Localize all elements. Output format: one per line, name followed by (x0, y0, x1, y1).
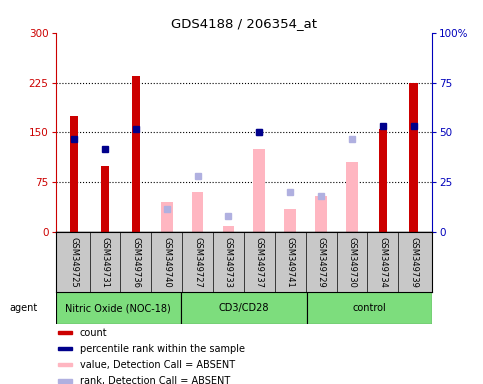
Text: Nitric Oxide (NOC-18): Nitric Oxide (NOC-18) (66, 303, 171, 313)
Bar (410, 83, 418, 232)
Text: rank, Detection Call = ABSENT: rank, Detection Call = ABSENT (80, 376, 230, 384)
Text: CD3/CD28: CD3/CD28 (219, 303, 269, 313)
Bar (131, 76, 140, 232)
Text: GSM349731: GSM349731 (100, 237, 110, 288)
Bar (56, 293, 181, 324)
Text: GSM349737: GSM349737 (255, 237, 264, 288)
Text: percentile rank within the sample: percentile rank within the sample (80, 344, 244, 354)
Text: count: count (80, 328, 107, 338)
Bar (70, 116, 78, 232)
Text: GSM349727: GSM349727 (193, 237, 202, 288)
Text: GSM349734: GSM349734 (378, 237, 387, 288)
Text: GSM349740: GSM349740 (162, 237, 171, 288)
Bar (161, 202, 172, 232)
Bar (58, 363, 71, 366)
Bar (58, 347, 71, 350)
Bar (284, 209, 296, 232)
Bar (223, 226, 234, 232)
Bar (315, 196, 327, 232)
Bar (192, 192, 203, 232)
Text: GSM349725: GSM349725 (70, 237, 79, 288)
Bar (58, 379, 71, 382)
Text: control: control (353, 303, 386, 313)
Bar (307, 293, 432, 324)
Text: GSM349739: GSM349739 (409, 237, 418, 288)
Text: GSM349729: GSM349729 (317, 237, 326, 288)
Bar (379, 129, 387, 232)
Text: GSM349730: GSM349730 (347, 237, 356, 288)
Bar (254, 149, 265, 232)
Text: agent: agent (10, 303, 38, 313)
Text: GSM349733: GSM349733 (224, 237, 233, 288)
Bar (346, 162, 358, 232)
Bar (100, 166, 109, 232)
Text: value, Detection Call = ABSENT: value, Detection Call = ABSENT (80, 360, 235, 370)
Bar (181, 293, 307, 324)
Title: GDS4188 / 206354_at: GDS4188 / 206354_at (171, 17, 317, 30)
Bar (58, 331, 71, 334)
Text: GSM349741: GSM349741 (286, 237, 295, 288)
Text: GSM349736: GSM349736 (131, 237, 141, 288)
